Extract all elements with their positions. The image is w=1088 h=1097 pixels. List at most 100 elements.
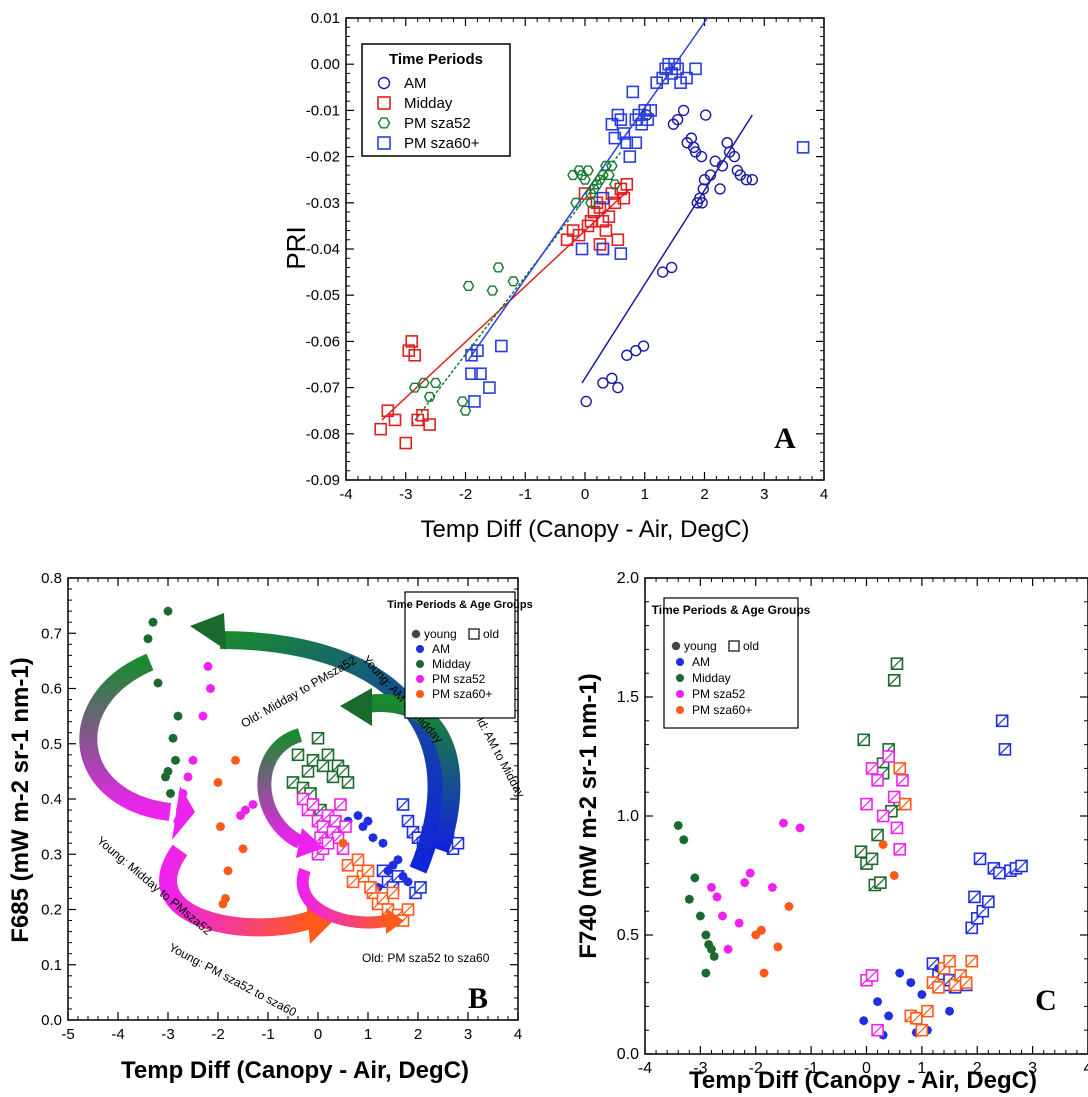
series-pm-sza52 [706, 750, 909, 1037]
legend-a: Time Periods AM Midday PM sza52 PM sza60+ [361, 43, 511, 157]
legend-swatch [676, 674, 684, 682]
legend-label: AM [692, 655, 710, 669]
y-tick-label: -0.04 [306, 241, 340, 258]
data-point [593, 238, 607, 251]
data-point-old-hatch [339, 820, 352, 833]
x-tick-label: -4 [638, 1060, 652, 1077]
data-point-young [368, 833, 378, 843]
data-point-old [871, 773, 884, 787]
fit-line [581, 114, 753, 384]
axis-ticks-c: -4 -3 -2 -1 0 1 2 3 4 2.0 1.5 1.0 0.5 0.0 [617, 570, 1088, 1077]
data-point [599, 224, 613, 237]
data-point-young [917, 989, 927, 1000]
data-point-old-hatch [327, 770, 339, 783]
data-point-young [889, 870, 899, 881]
data-point [644, 104, 658, 117]
fit-line [411, 151, 622, 426]
data-point-young [215, 821, 226, 832]
data-point-old-hatch [329, 815, 342, 828]
data-point [377, 96, 391, 110]
y-tick-label: -0.02 [306, 149, 340, 166]
x-tick-label: 1 [917, 1060, 926, 1077]
data-point-young [878, 839, 888, 850]
data-point-old-hatch [362, 864, 374, 877]
data-point [596, 191, 610, 205]
data-point [603, 169, 615, 181]
data-point-old [893, 762, 907, 775]
x-tick-label: 0 [581, 486, 589, 503]
data-point-old [316, 759, 330, 773]
data-point [581, 219, 595, 233]
data-point-old-hatch [297, 793, 309, 805]
data-point-old [386, 886, 400, 900]
y-tick-label: 0.0 [41, 1012, 62, 1029]
data-point-old [915, 1023, 929, 1037]
data-point [594, 174, 606, 185]
data-point [374, 422, 387, 436]
x-tick-label: 0 [314, 1026, 322, 1043]
x-tick-label: -2 [459, 486, 472, 503]
legend-title-a: Time Periods [389, 51, 483, 68]
data-point-young [859, 1016, 869, 1026]
y-tick-label: -0.03 [306, 195, 340, 212]
data-point-old-hatch [982, 895, 995, 908]
x-tick-label: 4 [820, 486, 828, 503]
data-point-young [759, 968, 769, 978]
data-point [399, 436, 413, 450]
data-point-old-hatch [317, 759, 329, 772]
data-point-young [183, 772, 193, 782]
data-point-old [973, 852, 987, 866]
series-pm-sza52 [408, 160, 621, 416]
y-tick-label: 1.5 [617, 689, 639, 706]
data-point-young [679, 835, 689, 845]
data-point-old [876, 809, 890, 823]
y-tick-label: 0.01 [311, 10, 340, 27]
data-point-old-hatch [974, 852, 986, 865]
y-tick-label: 0.3 [41, 846, 62, 863]
arrow-young-midday-to-pm52 [79, 653, 172, 821]
data-point-young [230, 755, 241, 765]
data-point [377, 136, 391, 150]
data-point [721, 137, 733, 149]
data-point [620, 136, 634, 150]
data-point-old [998, 743, 1012, 756]
data-point-old-hatch [943, 955, 956, 968]
data-point [486, 285, 499, 296]
data-point-old [871, 1023, 884, 1037]
data-point [388, 413, 402, 427]
data-point-old [396, 798, 410, 811]
legend-label: AM [404, 75, 427, 92]
data-point-old-hatch [871, 774, 884, 787]
data-point [696, 197, 708, 209]
data-point [459, 405, 472, 416]
data-point-old-hatch [954, 969, 967, 982]
data-point-young [740, 877, 750, 888]
data-point [597, 377, 609, 389]
data-point-old-hatch [314, 804, 327, 816]
data-point [588, 183, 600, 195]
data-point [709, 155, 721, 167]
data-point-old [932, 981, 945, 994]
data-point [474, 367, 487, 381]
data-point-old-hatch [322, 748, 334, 761]
data-point [704, 169, 717, 181]
data-point [593, 201, 607, 214]
data-point-old-hatch [312, 732, 324, 745]
data-point-young [767, 882, 778, 893]
data-point-young [671, 641, 681, 651]
legend-age-old: old [743, 639, 759, 653]
legend-swatch [416, 675, 424, 683]
data-point [471, 344, 484, 357]
data-point [417, 377, 430, 388]
arrow-head-young-am [190, 613, 226, 650]
data-point [585, 197, 597, 208]
data-point [629, 136, 643, 150]
y-axis-label-a: PRI [281, 226, 311, 269]
data-point-old-hatch [287, 776, 299, 789]
y-tick-label: 0.7 [41, 625, 62, 642]
data-point [612, 381, 624, 394]
data-point-young [695, 911, 706, 921]
data-point-old [321, 836, 335, 850]
data-point-old [321, 748, 335, 762]
